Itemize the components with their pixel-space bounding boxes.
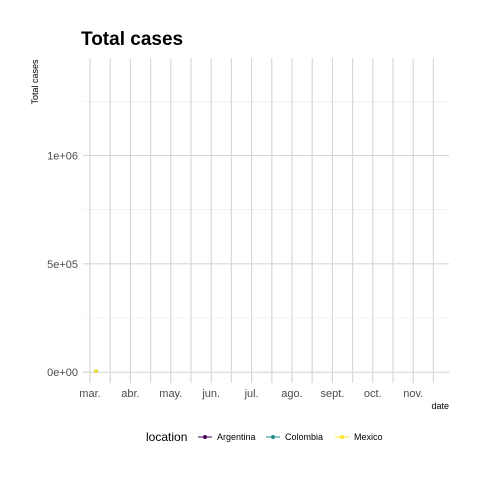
x-tick-label: may.	[159, 388, 182, 400]
chart-title: Total cases	[81, 29, 183, 50]
x-tick-label: jun.	[201, 388, 220, 400]
x-axis-label: date	[431, 401, 449, 411]
x-tick-label: jul.	[244, 388, 259, 400]
legend-title: location	[146, 430, 187, 444]
series-mexico	[94, 369, 98, 373]
legend-item-colombia: Colombia	[266, 432, 323, 442]
y-axis-ticks: 0e+00 5e+05 1e+06	[47, 151, 78, 380]
legend-label: Mexico	[354, 432, 383, 442]
legend-key-point	[340, 435, 344, 439]
x-tick-label: oct.	[364, 388, 382, 400]
y-tick-label: 1e+06	[47, 151, 78, 163]
legend-item-mexico: Mexico	[335, 432, 383, 442]
x-tick-label: sept.	[320, 388, 344, 400]
data-point	[94, 369, 98, 373]
x-tick-label: ago.	[281, 388, 302, 400]
legend-item-argentina: Argentina	[198, 432, 256, 442]
x-tick-label: nov.	[403, 388, 423, 400]
y-tick-label: 5e+05	[47, 259, 78, 271]
legend-label: Colombia	[285, 432, 323, 442]
y-axis-label: Total cases	[30, 59, 40, 105]
legend-key-point	[271, 435, 275, 439]
grid	[83, 58, 449, 383]
x-tick-label: mar.	[79, 388, 100, 400]
legend: location Argentina Colombia Mexico	[146, 430, 383, 444]
legend-key-point	[203, 435, 207, 439]
x-tick-label: abr.	[121, 388, 139, 400]
legend-label: Argentina	[217, 432, 256, 442]
y-tick-label: 0e+00	[47, 367, 78, 379]
x-axis-ticks: mar. abr. may. jun. jul. ago. sept. oct. nov.	[79, 388, 423, 400]
data-marks	[94, 369, 98, 373]
